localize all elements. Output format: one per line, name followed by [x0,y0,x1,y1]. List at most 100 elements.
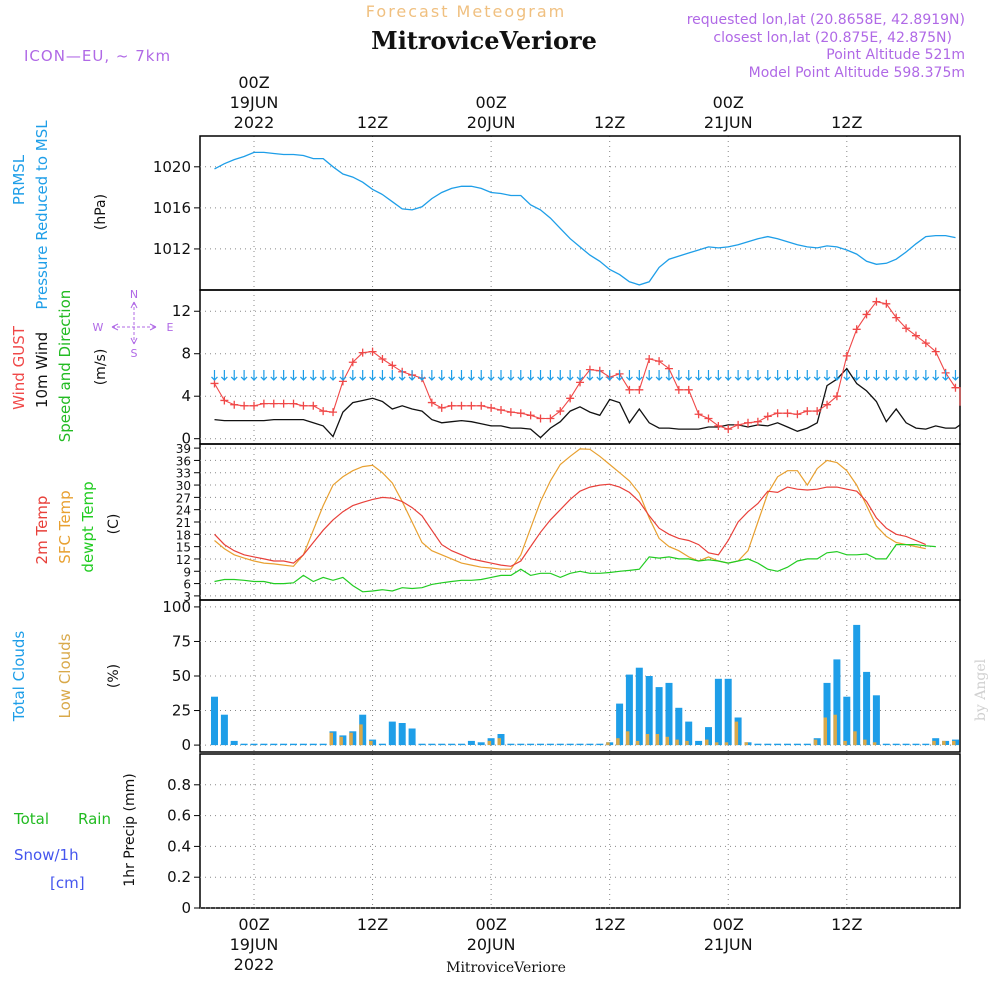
compass-south: S [131,347,138,360]
gust-marker [655,357,664,366]
wind-direction-arrow [754,369,762,381]
gust-marker [635,385,644,394]
low-cloud-bar [497,738,501,746]
low-cloud-bar [932,740,936,745]
wind-direction-arrow [576,369,584,381]
time-label: 00Z [713,93,744,112]
wind-direction-arrow [675,369,683,381]
wind-direction-arrow [566,369,574,381]
gust-marker [714,421,723,430]
gust-marker [467,401,476,410]
gust-marker [704,414,713,423]
total-cloud-bar [635,667,643,746]
wind-direction-arrow [724,369,732,381]
time-label: 12Z [357,113,388,132]
low-cloud-bar [655,734,660,746]
gust-marker [911,331,920,340]
low-cloud-bar [349,732,353,746]
gust-marker [773,409,782,418]
total-cloud-bar [517,743,525,746]
low-cloud-bar [705,739,709,746]
y-tick-label: 50 [172,667,191,685]
location-title: MitroviceVeriore [371,26,597,55]
wind-panel: Wind GUST 10m Wind Speed and Direction (… [10,288,961,448]
wind-direction-arrow [705,369,712,381]
wind-direction-arrow [803,369,811,381]
y-tick-label: 100 [162,598,191,616]
gust-marker [813,407,822,416]
wind-direction-arrow [299,369,307,381]
gust-marker [368,347,377,356]
gust-marker [447,401,456,410]
wind-direction-arrow [418,369,426,381]
wind-direction-arrow [784,369,791,381]
total-cloud-bar [724,678,732,746]
wind-direction-arrow [546,369,554,381]
gust-marker [546,414,555,423]
time-label: 21JUN [704,113,753,132]
gust-marker [763,412,772,421]
wind-unit: (m/s) [93,349,109,386]
low-cloud-bar [645,734,650,746]
total-cloud-bar [270,743,278,746]
time-label: 2022 [234,955,275,974]
low-cloud-bar [675,739,679,746]
total-cloud-bar [912,743,920,746]
total-cloud-bar [714,678,722,746]
total-cloud-bar [764,743,772,746]
total-cloud-bar [319,743,327,746]
pressure-y-ticks: 1012 1016 1020 [153,158,960,258]
wind-direction-arrow [329,369,337,381]
wind-direction-arrow [912,369,920,381]
gust-marker [477,401,486,410]
wind-direction-arrow [428,369,436,381]
low-cloud-bar [329,732,333,746]
wind-direction-arrow [932,369,940,381]
wind-direction-arrow [517,369,525,381]
wind-direction-arrow [626,369,633,381]
temp-series [214,448,936,593]
wind-series [210,297,961,439]
compass-east: E [167,321,174,334]
low-cloud-bar [823,717,827,746]
wind-direction-arrow [211,369,218,381]
total-cloud-bar [853,624,861,746]
total-cloud-bar [428,743,436,746]
total-cloud-bar [527,743,535,746]
total-cloud-bar [784,743,791,746]
wind-direction-arrow [398,369,406,381]
total-cloud-bar [240,743,248,746]
wind-direction-arrow [606,369,614,381]
dewpoint-line [214,544,936,593]
y-tick-label: 39 [176,442,191,456]
y-tick-label: 15 [176,541,191,555]
total-cloud-bar [863,671,871,746]
gust-marker [279,399,288,408]
temp-unit: (C) [106,514,122,535]
wind-gust-label: Wind GUST [10,325,28,410]
low-cloud-bar [833,714,837,746]
total-cloud-bar [616,703,624,746]
wind-direction-arrow [527,369,535,381]
wind-direction-arrow [793,369,801,381]
gust-marker [872,297,881,306]
y-tick-label: 6 [183,578,191,592]
gust-marker [892,313,901,322]
gust-marker [378,355,387,364]
low-cloud-bar [625,731,630,746]
gust-marker [645,355,654,364]
low-clouds-label: Low Clouds [56,633,74,718]
wind-direction-arrow [280,369,288,381]
wind-direction-arrow [537,369,544,381]
wind-direction-arrow [339,369,347,381]
wind-direction-arrow [853,369,861,381]
y-tick-label: 3 [183,590,191,604]
gust-marker [694,410,703,419]
temp-dew-label: dewpt Temp [79,481,97,572]
compass-legend: N S W E [93,288,174,360]
low-cloud-bar [853,731,857,746]
total-cloud-bar [309,743,317,746]
wind-direction-arrow [882,369,890,381]
